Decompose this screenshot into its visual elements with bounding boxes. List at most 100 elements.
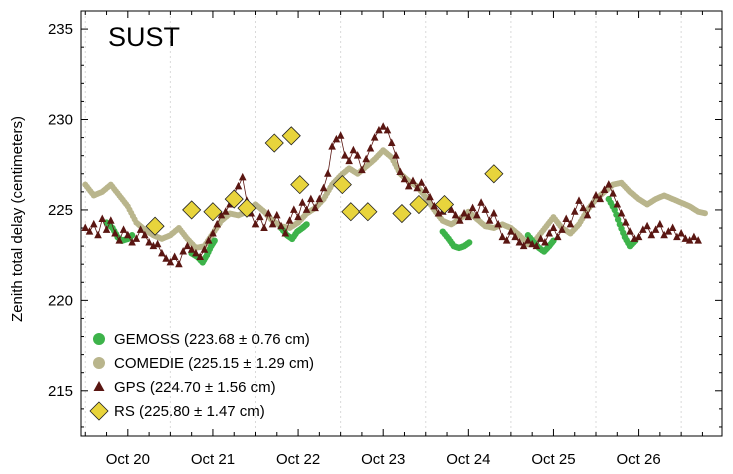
gps-point — [145, 237, 153, 246]
gps-point — [685, 236, 694, 244]
gps-point — [336, 131, 345, 139]
y-tick-label: 235 — [48, 21, 73, 38]
x-axis: Oct 20 Oct 21 Oct 22 Oct 23 Oct 24 Oct 25 Oct … — [84, 11, 703, 468]
gps-point — [553, 232, 562, 241]
gps-point — [162, 254, 170, 262]
gps-point — [81, 223, 90, 232]
gps-point — [353, 151, 362, 159]
gps-point — [404, 181, 413, 190]
gps-point — [477, 198, 485, 206]
gps-point — [647, 230, 656, 239]
gps-point — [532, 241, 541, 250]
gps-point — [170, 252, 179, 260]
gps-point — [268, 219, 277, 228]
gps-point — [643, 221, 651, 230]
gps-point — [498, 232, 507, 241]
gps-point — [468, 203, 477, 212]
gps-point — [456, 216, 464, 224]
gemoss-point — [465, 239, 473, 246]
legend-marker — [93, 333, 105, 345]
gps-point — [413, 183, 422, 192]
gps-point — [485, 216, 494, 224]
gps-point — [681, 234, 690, 242]
gps-point — [575, 196, 583, 204]
gps-point — [617, 209, 626, 217]
gps-point — [502, 236, 511, 244]
gps-point — [183, 241, 192, 250]
gps-point — [358, 165, 366, 174]
gps-point — [473, 210, 481, 219]
gps-point — [387, 138, 396, 147]
gps-point — [528, 239, 536, 248]
gps-point — [375, 125, 383, 134]
gps-point — [128, 237, 136, 246]
x-tick-label: Oct 25 — [531, 451, 575, 468]
gps-point — [409, 176, 417, 184]
rs-point — [224, 189, 244, 209]
gps-point — [673, 232, 681, 241]
gps-point — [626, 227, 634, 235]
gps-point — [622, 218, 630, 226]
gps-point — [541, 237, 549, 246]
gps-point — [562, 214, 571, 222]
gps-point — [400, 174, 409, 183]
gps-point — [175, 259, 183, 268]
x-tick-label: Oct 21 — [191, 451, 235, 468]
gps-point — [166, 257, 175, 266]
rs-point — [264, 133, 284, 153]
rs-point — [409, 194, 429, 215]
gps-point — [187, 245, 196, 253]
gps-point — [583, 210, 592, 219]
station-label: SUST — [108, 22, 180, 52]
rs-point — [203, 202, 223, 222]
legend-marker — [89, 401, 109, 421]
rs-point — [281, 126, 301, 146]
gps-point — [668, 223, 677, 232]
gps-point — [345, 156, 353, 165]
gps-point — [549, 223, 558, 232]
legend-marker — [93, 357, 105, 369]
gps-point — [153, 239, 162, 248]
rs-point — [182, 200, 202, 220]
gps-point — [341, 151, 349, 159]
gps-point — [596, 194, 605, 203]
gps-point — [519, 241, 528, 250]
gps-point — [515, 237, 524, 246]
gps-point — [677, 228, 685, 237]
gps-point — [524, 236, 532, 244]
gps-point — [209, 228, 217, 237]
gps-point — [464, 212, 473, 221]
gps-point — [98, 214, 107, 222]
gps-point — [315, 194, 324, 203]
gps-point — [251, 219, 260, 228]
gps-point — [604, 180, 613, 188]
y-axis: 215 220 225 230 235 — [48, 21, 722, 428]
gps-point — [311, 203, 319, 212]
gps-point — [396, 167, 405, 175]
gps-point — [277, 221, 285, 230]
x-tick-label: Oct 24 — [446, 451, 490, 468]
gps-point — [639, 225, 647, 233]
gps-point — [106, 216, 115, 224]
gps-point — [179, 247, 187, 255]
gps-point — [511, 232, 519, 241]
gps-point — [141, 230, 149, 239]
gps-point — [124, 230, 132, 239]
gps-point — [328, 142, 336, 150]
gps-point — [592, 190, 600, 199]
gps-point — [656, 219, 664, 228]
gps-point — [285, 216, 294, 224]
rs-point — [237, 198, 257, 218]
gps-point — [460, 209, 468, 217]
gps-point — [426, 192, 434, 201]
gps-point — [302, 205, 311, 213]
gps-point — [447, 205, 456, 213]
gps-point — [690, 232, 698, 241]
gps-point — [536, 234, 545, 242]
rs-point — [484, 164, 504, 184]
legend-label: COMEDIE (225.15 ± 1.29 cm) — [114, 355, 314, 372]
gps-point — [255, 212, 264, 221]
rs-point — [332, 175, 352, 195]
rs-point — [145, 216, 165, 236]
